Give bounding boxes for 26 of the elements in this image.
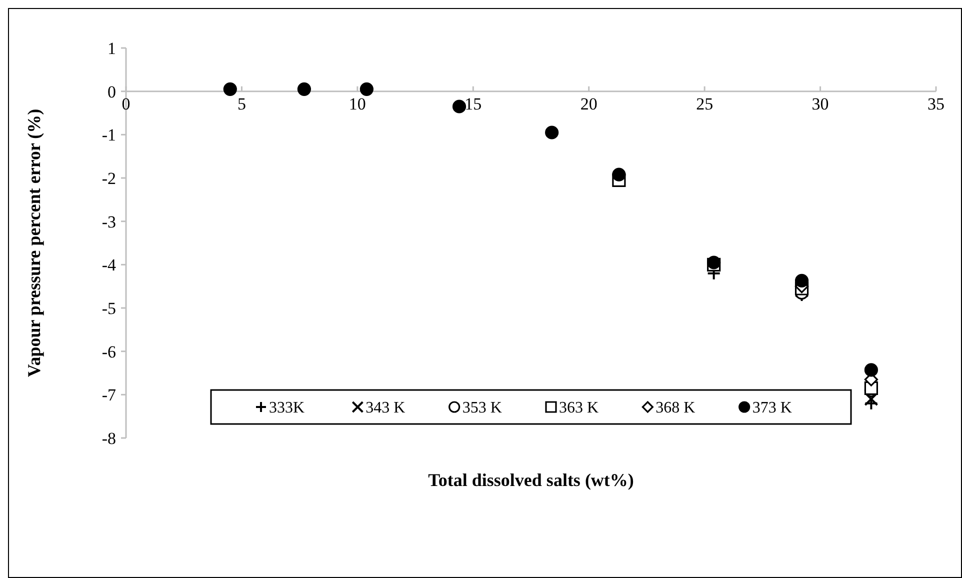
x-tick-label: 20 (580, 94, 598, 114)
y-tick-label: -4 (102, 256, 116, 275)
legend-label: 343 K (366, 400, 406, 417)
y-tick-label: -8 (102, 428, 116, 448)
x-tick-label: 25 (696, 94, 714, 114)
legend-label: 368 K (656, 400, 696, 417)
x-tick-label: 30 (812, 94, 829, 114)
legend-label: 373 K (752, 400, 792, 417)
legend-label: 353 K (462, 400, 502, 417)
x-tick-label: 35 (928, 94, 944, 114)
y-tick-label: -1 (102, 126, 116, 145)
y-tick-label: -5 (102, 298, 116, 318)
y-tick-label: 0 (108, 82, 116, 102)
x-tick-label: 15 (464, 94, 482, 114)
x-tick-label: 10 (348, 94, 366, 114)
legend-label: 333K (269, 400, 305, 417)
x-axis-title: Total dissolved salts (wt%) (428, 470, 634, 490)
legend-label: 363 K (559, 400, 599, 417)
y-tick-label: -3 (102, 212, 116, 232)
y-tick-label: -7 (102, 386, 116, 405)
x-tick-label: 5 (237, 94, 246, 114)
y-tick-label: -2 (102, 168, 116, 188)
x-tick-label: 0 (122, 94, 130, 114)
y-tick-label: -6 (102, 342, 116, 362)
y-axis-title: Vapour pressure percent error (%) (24, 108, 44, 378)
y-tick-label: 1 (108, 38, 116, 58)
